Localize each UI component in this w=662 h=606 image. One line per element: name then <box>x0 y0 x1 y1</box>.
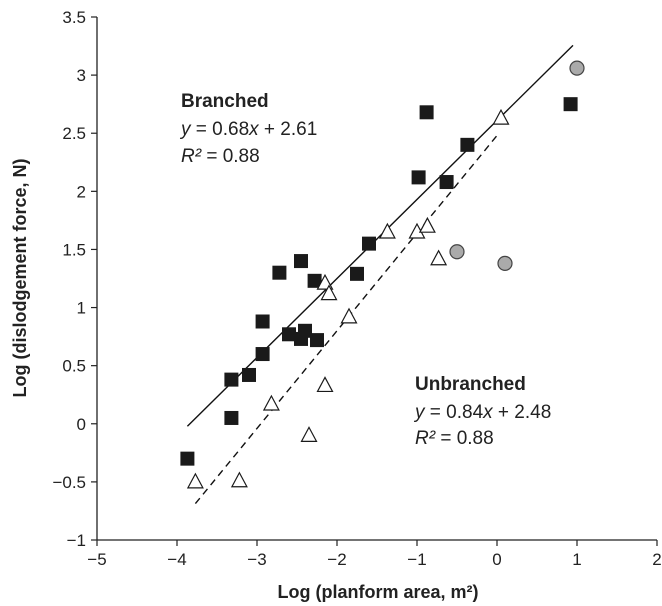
series-3-point <box>449 244 465 260</box>
unbranched-point <box>430 249 448 266</box>
x-tick-label: −1 <box>407 550 426 569</box>
branched-point <box>298 323 312 338</box>
y-tick-label: 0.5 <box>62 357 86 376</box>
branched-point <box>282 327 296 342</box>
unbranched-fit-line <box>194 133 500 505</box>
axes: −5 −4 −3 −2 −1 0 1 2 −1 −0.5 0 0.5 1 1.5 2 2.5 3 3.5 <box>52 8 661 569</box>
branched-point <box>224 372 239 387</box>
unbranched-label: Unbranched <box>415 374 526 395</box>
unbranched-annotation: Unbranched y = 0.84x + 2.48 R² = 0.88 <box>413 374 551 449</box>
branched-equation: y = 0.68x + 2.61 <box>179 119 317 140</box>
branched-point <box>439 175 454 190</box>
branched-point <box>255 347 270 362</box>
x-tick-label: 1 <box>572 550 581 569</box>
unbranched-point <box>230 471 248 488</box>
unbranched-point <box>300 426 318 442</box>
branched-point <box>255 314 270 329</box>
data-points <box>180 60 585 489</box>
unbranched-point <box>492 108 510 125</box>
y-tick-label: 2.5 <box>62 124 86 143</box>
series-3-point <box>497 255 513 271</box>
x-tick-label: 2 <box>652 550 661 569</box>
branched-point <box>180 451 195 466</box>
y-tick-label: 3.5 <box>62 8 86 27</box>
branched-point <box>242 367 256 382</box>
x-tick-label: 0 <box>492 550 501 569</box>
series-3-point <box>569 60 585 76</box>
x-tick-label: −5 <box>87 550 106 569</box>
unbranched-point <box>378 222 396 239</box>
y-tick-label: 3 <box>77 66 86 85</box>
y-tick-label: 1.5 <box>62 240 86 259</box>
y-tick-label: 0 <box>77 415 86 434</box>
branched-point <box>350 266 364 281</box>
x-tick-label: −2 <box>327 550 346 569</box>
branched-point <box>411 170 426 185</box>
branched-point <box>362 236 376 251</box>
y-axis-title: Log (dislodgement force, N) <box>10 158 30 397</box>
branched-point <box>294 254 308 269</box>
branched-point <box>310 333 324 348</box>
fit-lines <box>186 44 574 505</box>
branched-point <box>224 410 239 425</box>
branched-r2: R² = 0.88 <box>181 146 260 167</box>
branched-point <box>272 265 287 280</box>
x-axis-title: Log (planform area, m²) <box>277 582 478 602</box>
unbranched-equation: y = 0.84x + 2.48 <box>413 402 551 423</box>
unbranched-point <box>320 284 338 301</box>
unbranched-point <box>316 376 334 393</box>
y-tick-label: −1 <box>67 531 86 550</box>
branched-point <box>419 105 434 120</box>
unbranched-point <box>418 216 436 233</box>
y-tick-label: 1 <box>77 299 86 318</box>
unbranched-point <box>262 394 280 411</box>
unbranched-point <box>186 472 204 489</box>
branched-annotation: Branched y = 0.68x + 2.61 R² = 0.88 <box>179 91 317 167</box>
branched-fit-line <box>186 44 574 427</box>
branched-point <box>563 97 578 112</box>
branched-point <box>307 273 322 288</box>
y-tick-label: −0.5 <box>52 473 86 492</box>
branched-point <box>460 137 475 152</box>
y-tick-label: 2 <box>77 182 86 201</box>
x-tick-label: −4 <box>167 550 186 569</box>
unbranched-point <box>340 307 358 324</box>
unbranched-r2: R² = 0.88 <box>415 428 494 449</box>
branched-label: Branched <box>181 91 269 112</box>
x-tick-label: −3 <box>247 550 266 569</box>
